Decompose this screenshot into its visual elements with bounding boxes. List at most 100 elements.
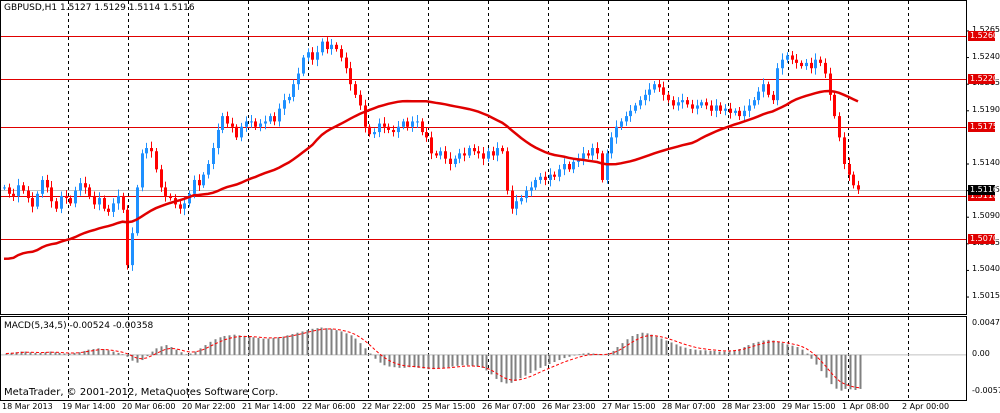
time-axis-label: 21 Mar 14:00: [242, 402, 296, 411]
candle-body: [250, 121, 253, 123]
level-price-tag: 1.5070: [968, 233, 998, 244]
candle-body: [814, 59, 817, 69]
candle-body: [677, 102, 680, 106]
candle-body: [198, 179, 201, 186]
candle-body: [795, 59, 798, 63]
candle-body: [221, 116, 224, 130]
candle-body: [212, 148, 215, 164]
candle-body: [136, 187, 139, 234]
candle-body: [582, 153, 585, 159]
candle-body: [530, 187, 533, 191]
candle-body: [31, 198, 34, 207]
candle-body: [22, 185, 25, 191]
candle-body: [686, 100, 689, 105]
candle-body: [852, 174, 855, 186]
price-axis-tick: 1.5265: [972, 24, 1000, 34]
candle-body: [117, 195, 120, 204]
candle-body: [601, 153, 604, 180]
candle-body: [278, 108, 281, 122]
candle-body: [444, 151, 447, 159]
candle-body: [563, 164, 566, 170]
candle-body: [3, 187, 6, 189]
candle-body: [553, 174, 556, 177]
candle-body: [141, 153, 144, 188]
candle-body: [625, 116, 628, 122]
candle-body: [596, 148, 599, 154]
candle-body: [696, 105, 699, 109]
candle-body: [188, 193, 191, 204]
candle-body: [767, 84, 770, 95]
candle-body: [217, 129, 220, 149]
time-axis-label: 22 Mar 22:00: [362, 402, 416, 411]
candle-body: [473, 148, 476, 152]
candle-body: [74, 190, 77, 204]
candle-body: [17, 185, 20, 196]
price-axis-tick: 1.5040: [972, 264, 1000, 274]
candle-body: [131, 233, 134, 266]
candle-body: [269, 116, 272, 122]
candle-body: [506, 151, 509, 191]
price-axis-tick: 1.5140: [972, 158, 1000, 167]
candle-body: [572, 161, 575, 170]
candle-body: [226, 116, 229, 124]
price-axis-tick: 1.5015: [972, 291, 1000, 301]
candle-body: [729, 108, 732, 113]
macd-axis-tick: 0.00: [972, 348, 990, 358]
candle-body: [753, 100, 756, 106]
time-axis-label: 20 Mar 06:00: [122, 402, 176, 411]
candle-body: [786, 55, 789, 60]
candle-body: [368, 126, 371, 135]
candle-body: [449, 158, 452, 164]
candle-body: [354, 84, 357, 95]
candle-body: [254, 121, 257, 127]
level-price-tag: 1.5175: [968, 121, 998, 132]
candle-body: [644, 94, 647, 101]
candle-body: [819, 59, 822, 63]
candle-body: [534, 179, 537, 188]
candle-body: [520, 198, 523, 202]
candle-body: [297, 73, 300, 85]
candle-body: [762, 84, 765, 92]
candle-body: [838, 116, 841, 138]
candle-body: [776, 68, 779, 101]
candle-body: [439, 151, 442, 156]
candle-body: [558, 169, 561, 177]
candle-body: [179, 204, 182, 209]
candle-body: [307, 52, 310, 58]
candle-body: [482, 153, 485, 159]
candle-body: [245, 121, 248, 127]
candle-body: [667, 94, 670, 101]
candle-body: [387, 126, 390, 130]
candle-body: [349, 68, 352, 85]
candle-body: [700, 102, 703, 106]
candle-body: [492, 151, 495, 156]
level-price-tag: 1.5220: [968, 73, 998, 84]
macd-axis-tick: 0.00474: [972, 318, 1000, 327]
candle-body: [207, 164, 210, 175]
candle-body: [791, 55, 794, 60]
candle-body: [824, 62, 827, 74]
candle-body: [340, 49, 343, 58]
candle-body: [757, 91, 760, 101]
candle-body: [321, 41, 324, 53]
macd-axis-tick: -0.00571: [972, 386, 1000, 395]
candle-body: [330, 44, 333, 50]
candle-body: [421, 121, 424, 133]
price-axis-tick: 1.5240: [972, 51, 1000, 61]
candle-body: [544, 176, 547, 180]
time-axis-label: 20 Mar 22:00: [182, 402, 236, 411]
candle-body: [359, 94, 362, 106]
candle-body: [715, 105, 718, 111]
candle-body: [183, 203, 186, 209]
time-axis-label: 27 Mar 15:00: [602, 402, 656, 411]
candle-body: [107, 208, 110, 212]
candle-body: [634, 105, 637, 111]
time-axis-label: 28 Mar 23:00: [722, 402, 776, 411]
candle-body: [122, 195, 125, 210]
candle-body: [496, 148, 499, 156]
symbol-label: GBPUSD,H1 1.5127 1.5129 1.5114 1.5116: [4, 3, 195, 13]
candle-body: [235, 126, 238, 138]
candle-body: [378, 123, 381, 133]
